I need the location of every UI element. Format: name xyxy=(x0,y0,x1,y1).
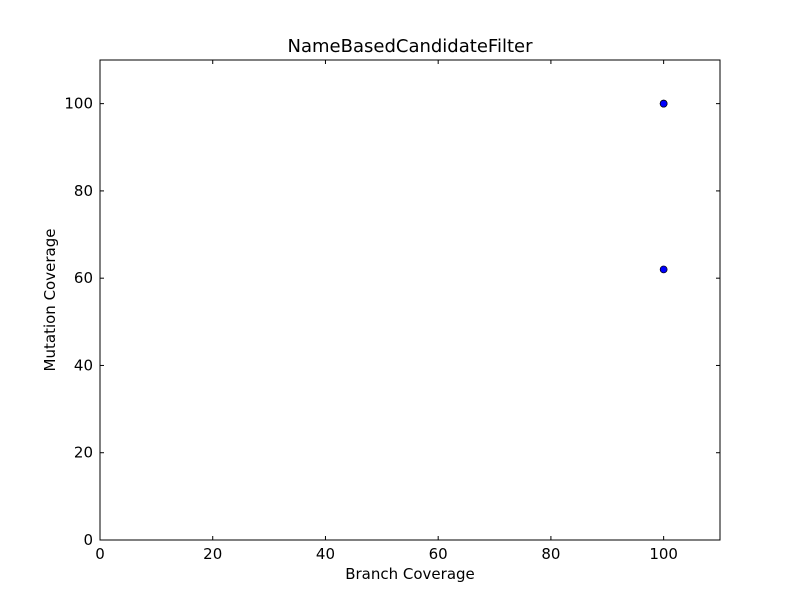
x-tick-label-40: 40 xyxy=(316,545,335,563)
x-tick-label-0: 0 xyxy=(95,545,105,563)
y-tick-label-60: 60 xyxy=(74,269,93,287)
x-tick-label-60: 60 xyxy=(429,545,448,563)
y-tick-label-40: 40 xyxy=(74,356,93,374)
y-tick-label-20: 20 xyxy=(74,444,93,462)
chart-title: NameBasedCandidateFilter xyxy=(288,36,534,57)
data-point-0-1 xyxy=(659,99,668,108)
data-points xyxy=(659,99,668,274)
plot-frame xyxy=(99,59,721,541)
x-tick-label-20: 20 xyxy=(203,545,222,563)
x-axis-label: Branch Coverage xyxy=(345,565,475,583)
y-tick-label-0: 0 xyxy=(83,531,93,549)
y-tick-label-80: 80 xyxy=(74,182,93,200)
y-axis-label: Mutation Coverage xyxy=(41,229,59,372)
data-point-0-2 xyxy=(659,265,668,274)
x-tick-label-100: 100 xyxy=(649,545,678,563)
plot-area xyxy=(100,60,720,540)
x-tick-label-80: 80 xyxy=(541,545,560,563)
y-tick-label-100: 100 xyxy=(64,95,93,113)
axis-ticks: 0 20 40 60 80 100 0 20 40 60 80 100 xyxy=(64,60,720,563)
